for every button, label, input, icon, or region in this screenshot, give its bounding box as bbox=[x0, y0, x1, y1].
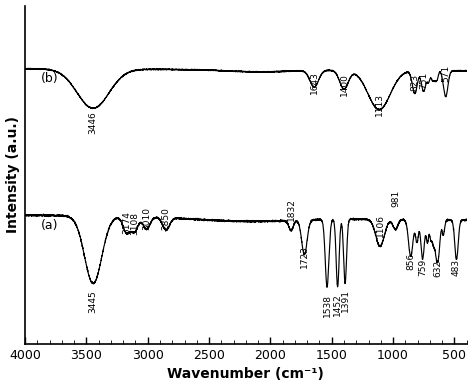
Text: (a): (a) bbox=[41, 219, 59, 232]
Text: 632: 632 bbox=[434, 260, 443, 277]
Text: 3446: 3446 bbox=[89, 111, 98, 134]
Text: 1643: 1643 bbox=[310, 71, 319, 94]
Text: 1400: 1400 bbox=[339, 73, 348, 96]
Text: 1538: 1538 bbox=[323, 293, 332, 317]
Text: 2850: 2850 bbox=[162, 207, 171, 229]
X-axis label: Wavenumber (cm⁻¹): Wavenumber (cm⁻¹) bbox=[167, 367, 324, 382]
Text: 1452: 1452 bbox=[333, 293, 342, 316]
Text: 483: 483 bbox=[452, 259, 461, 276]
Text: (b): (b) bbox=[41, 72, 59, 86]
Y-axis label: Intensity (a.u.): Intensity (a.u.) bbox=[6, 116, 19, 233]
Text: 3174: 3174 bbox=[122, 211, 131, 234]
Text: 3108: 3108 bbox=[130, 212, 139, 235]
Text: 1832: 1832 bbox=[286, 198, 295, 221]
Text: 751: 751 bbox=[419, 72, 428, 89]
Text: 856: 856 bbox=[406, 253, 415, 271]
Text: 759: 759 bbox=[418, 259, 427, 276]
Text: 3010: 3010 bbox=[142, 207, 151, 230]
Text: 3445: 3445 bbox=[89, 290, 98, 313]
Text: 823: 823 bbox=[410, 74, 419, 91]
Text: 1113: 1113 bbox=[375, 93, 383, 116]
Text: 1723: 1723 bbox=[300, 245, 309, 268]
Text: 1391: 1391 bbox=[341, 289, 350, 312]
Text: 1106: 1106 bbox=[375, 214, 384, 237]
Text: 571: 571 bbox=[441, 64, 450, 82]
Text: 981: 981 bbox=[391, 190, 400, 207]
